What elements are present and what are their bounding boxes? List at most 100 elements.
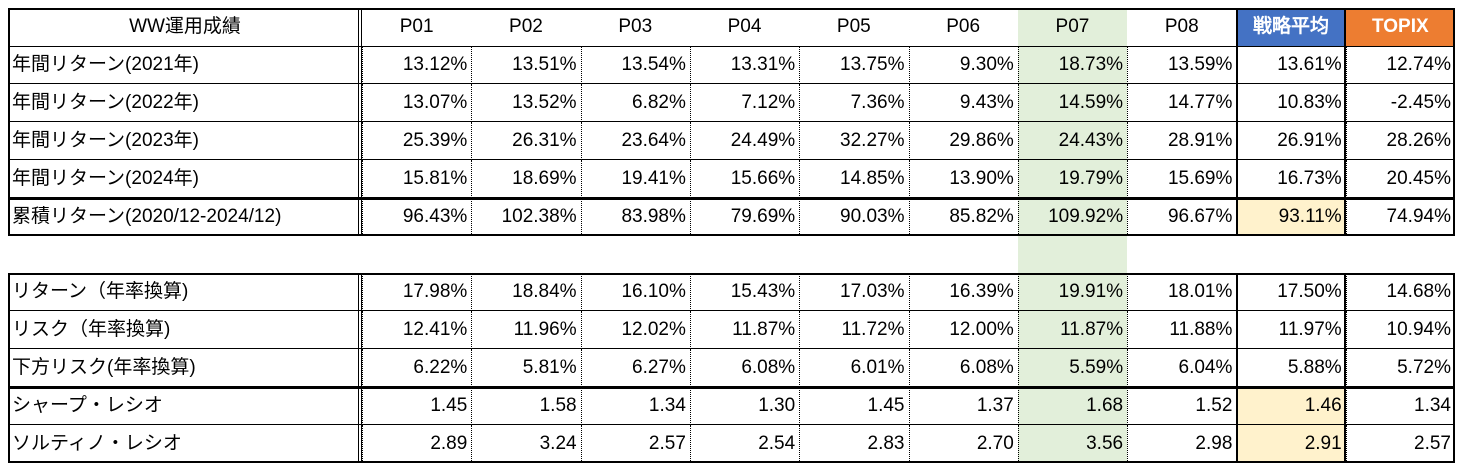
value-cell: 13.90% [908, 160, 1018, 198]
divider [358, 273, 362, 463]
value-cell: 16.73% [1236, 160, 1345, 198]
header-cell: P01 [399, 16, 434, 37]
value-cell: 1.52 [1127, 387, 1236, 425]
row-line [8, 348, 1455, 349]
value-cell: 85.82% [908, 198, 1018, 236]
row-label: 年間リターン(2022年) [12, 92, 199, 113]
value-cell: 14.77% [1127, 84, 1236, 122]
value-cell: 14.68% [1345, 273, 1455, 311]
row-label: 下方リスク(年率換算) [12, 357, 196, 378]
value-cell: 1.45 [362, 387, 471, 425]
value-cell: 13.59% [1127, 46, 1236, 84]
value-cell: 17.50% [1236, 273, 1345, 311]
header-cell: WW運用成績 [129, 16, 241, 37]
value-cell: 15.69% [1127, 160, 1236, 198]
value-cell: 28.26% [1345, 122, 1455, 160]
header-cell: P02 [509, 16, 543, 37]
value-cell: 7.12% [689, 84, 799, 122]
value-cell: 18.73% [1017, 46, 1127, 84]
value-cell: 2.54 [689, 425, 799, 463]
row-line [8, 83, 1455, 84]
header-cell: 戦略平均 [1236, 8, 1346, 46]
value-cell: 1.45 [799, 387, 908, 425]
value-cell: 7.36% [799, 84, 908, 122]
value-cell: 6.08% [908, 349, 1018, 387]
row-line [8, 462, 1455, 463]
value-cell: 14.59% [1017, 84, 1127, 122]
value-cell: 17.98% [362, 273, 471, 311]
value-cell: 6.04% [1127, 349, 1236, 387]
value-cell: 24.49% [689, 122, 799, 160]
row-line [8, 386, 1455, 387]
value-cell: 10.94% [1345, 311, 1455, 349]
row-label: 年間リターン(2023年) [12, 130, 199, 151]
row-label: ソルティノ・レシオ [12, 433, 182, 454]
value-cell: 96.67% [1127, 198, 1236, 236]
row-label: シャープ・レシオ [12, 395, 163, 416]
value-cell: -2.45% [1345, 84, 1455, 122]
value-cell: 13.51% [471, 46, 580, 84]
value-cell: 79.69% [689, 198, 799, 236]
value-cell: 12.41% [362, 311, 471, 349]
row-label: 年間リターン(2024年) [12, 168, 199, 189]
value-cell: 74.94% [1345, 198, 1455, 236]
value-cell: 11.72% [799, 311, 908, 349]
value-cell: 18.69% [471, 160, 580, 198]
header-cell: P06 [946, 16, 981, 37]
value-cell: 2.70 [908, 425, 1018, 463]
value-cell: 6.22% [362, 349, 471, 387]
value-cell: 1.68 [1017, 387, 1127, 425]
value-cell: 11.87% [1017, 311, 1127, 349]
value-cell: 2.89 [362, 425, 471, 463]
row-line [8, 46, 1455, 47]
value-cell: 102.38% [471, 198, 580, 236]
value-cell: 5.72% [1345, 349, 1455, 387]
header-cell: P03 [618, 16, 653, 37]
value-cell: 12.74% [1345, 46, 1455, 84]
value-cell: 2.91 [1236, 425, 1346, 463]
value-cell: 9.30% [908, 46, 1018, 84]
value-cell: 1.34 [580, 387, 690, 425]
value-cell: 26.91% [1236, 122, 1345, 160]
value-cell: 18.84% [471, 273, 580, 311]
value-cell: 5.81% [471, 349, 580, 387]
row-line [8, 159, 1455, 160]
value-cell: 5.59% [1017, 349, 1127, 387]
row-line [8, 235, 1455, 236]
header-cell: P05 [836, 16, 871, 37]
value-cell: 11.96% [471, 311, 580, 349]
value-cell: 11.97% [1236, 311, 1345, 349]
header-cell: P08 [1164, 16, 1199, 37]
row-line [8, 197, 1455, 198]
value-cell: 2.98 [1127, 425, 1236, 463]
row-label: リスク（年率換算) [12, 319, 171, 340]
value-cell: 17.03% [799, 273, 908, 311]
value-cell: 13.61% [1236, 46, 1345, 84]
value-cell: 14.85% [799, 160, 908, 198]
value-cell: 1.34 [1345, 387, 1455, 425]
value-cell: 13.52% [471, 84, 580, 122]
value-cell: 20.45% [1345, 160, 1455, 198]
value-cell: 13.54% [580, 46, 690, 84]
value-cell: 109.92% [1017, 198, 1127, 236]
value-cell: 93.11% [1236, 198, 1346, 236]
row-label: リターン（年率換算) [12, 281, 189, 302]
header-cell: P07 [1055, 16, 1090, 37]
row-label: 累積リターン(2020/12-2024/12) [12, 206, 282, 227]
value-cell: 13.75% [799, 46, 908, 84]
value-cell: 1.58 [471, 387, 580, 425]
value-cell: 6.27% [580, 349, 690, 387]
value-cell: 13.31% [689, 46, 799, 84]
value-cell: 83.98% [580, 198, 690, 236]
value-cell: 26.31% [471, 122, 580, 160]
row-line [8, 424, 1455, 425]
value-cell: 1.46 [1236, 387, 1346, 425]
value-cell: 29.86% [908, 122, 1018, 160]
divider [358, 8, 362, 236]
value-cell: 15.66% [689, 160, 799, 198]
value-cell: 18.01% [1127, 273, 1236, 311]
value-cell: 6.01% [799, 349, 908, 387]
value-cell: 16.39% [908, 273, 1018, 311]
value-cell: 1.37 [908, 387, 1018, 425]
